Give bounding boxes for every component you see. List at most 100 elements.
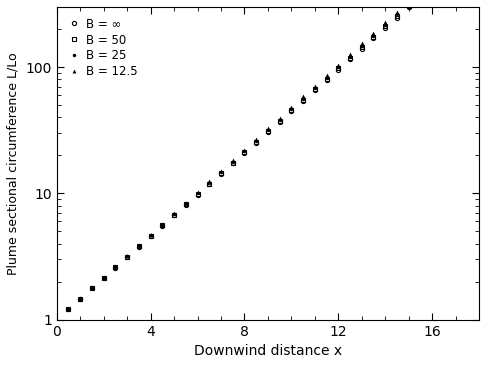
X-axis label: Downwind distance x: Downwind distance x <box>194 344 342 358</box>
B = 25 <box>277 118 282 122</box>
B = 50 <box>335 66 341 70</box>
B = 12.5 <box>124 254 130 258</box>
B = 50 <box>324 77 330 81</box>
B = 50 <box>66 307 71 311</box>
B = ∞ <box>112 265 118 270</box>
Line: B = 12.5: B = 12.5 <box>67 0 469 311</box>
B = ∞ <box>300 99 306 103</box>
B = ∞ <box>406 5 412 9</box>
B = 25 <box>112 265 118 269</box>
B = 25 <box>324 76 330 80</box>
Line: B = 25: B = 25 <box>67 0 469 311</box>
B = ∞ <box>265 130 271 134</box>
B = 12.5 <box>289 105 295 109</box>
B = 12.5 <box>265 126 271 131</box>
B = 25 <box>382 23 388 27</box>
B = 12.5 <box>207 179 212 184</box>
B = ∞ <box>370 36 376 41</box>
B = 50 <box>265 129 271 133</box>
B = ∞ <box>253 141 259 145</box>
B = ∞ <box>101 276 106 280</box>
B = 12.5 <box>242 147 247 152</box>
B = 25 <box>183 202 189 206</box>
B = 50 <box>300 97 306 102</box>
B = ∞ <box>218 172 224 176</box>
B = 50 <box>194 192 200 196</box>
B = ∞ <box>159 224 165 228</box>
B = 12.5 <box>148 233 154 237</box>
B = ∞ <box>66 307 71 311</box>
B = ∞ <box>230 161 236 166</box>
B = 25 <box>66 307 71 311</box>
Line: B = ∞: B = ∞ <box>67 0 469 311</box>
B = 12.5 <box>66 307 71 311</box>
Line: B = 50: B = 50 <box>67 0 469 311</box>
B = 50 <box>148 234 154 238</box>
B = 25 <box>253 139 259 143</box>
B = 25 <box>136 244 142 248</box>
B = 25 <box>335 65 341 69</box>
B = 50 <box>347 56 353 60</box>
B = ∞ <box>124 255 130 259</box>
B = 25 <box>89 286 95 290</box>
B = 25 <box>77 296 83 301</box>
B = 25 <box>347 54 353 59</box>
B = 50 <box>277 119 282 123</box>
B = 50 <box>359 45 364 50</box>
B = 50 <box>89 286 95 291</box>
B = 50 <box>253 139 259 144</box>
B = 50 <box>312 87 318 92</box>
B = 25 <box>265 128 271 132</box>
B = 12.5 <box>324 73 330 77</box>
B = 12.5 <box>370 31 376 35</box>
B = ∞ <box>136 245 142 249</box>
B = 25 <box>289 107 295 111</box>
B = ∞ <box>194 192 200 197</box>
B = 50 <box>218 171 224 175</box>
B = 25 <box>101 275 106 280</box>
B = 25 <box>124 254 130 259</box>
B = 50 <box>112 265 118 269</box>
B = 25 <box>159 223 165 227</box>
B = 25 <box>359 44 364 48</box>
B = 25 <box>148 233 154 238</box>
B = ∞ <box>89 286 95 291</box>
B = 50 <box>242 150 247 154</box>
B = 25 <box>194 191 200 196</box>
B = ∞ <box>324 78 330 82</box>
B = 50 <box>289 108 295 112</box>
Y-axis label: Plume sectional circumference L/Lo: Plume sectional circumference L/Lo <box>7 52 20 274</box>
B = 12.5 <box>112 264 118 269</box>
B = 12.5 <box>359 41 364 46</box>
B = 25 <box>230 160 236 164</box>
B = 12.5 <box>218 169 224 173</box>
B = 12.5 <box>101 275 106 279</box>
B = 12.5 <box>382 20 388 24</box>
B = 12.5 <box>394 9 400 14</box>
B = 12.5 <box>335 62 341 67</box>
B = 50 <box>77 296 83 301</box>
B = ∞ <box>207 182 212 187</box>
B = 50 <box>136 244 142 249</box>
B = ∞ <box>394 15 400 20</box>
B = 50 <box>183 202 189 207</box>
B = 25 <box>406 2 412 6</box>
B = 12.5 <box>312 84 318 88</box>
B = 50 <box>370 35 376 39</box>
B = 12.5 <box>230 158 236 162</box>
B = 50 <box>394 14 400 18</box>
B = 12.5 <box>277 116 282 120</box>
B = 25 <box>171 212 177 216</box>
B = 25 <box>312 86 318 90</box>
B = ∞ <box>242 151 247 155</box>
B = 12.5 <box>159 222 165 226</box>
B = ∞ <box>347 57 353 61</box>
B = 12.5 <box>136 243 142 247</box>
B = ∞ <box>77 297 83 301</box>
B = 12.5 <box>347 52 353 56</box>
B = 50 <box>230 160 236 165</box>
B = 25 <box>242 149 247 153</box>
B = 50 <box>159 223 165 228</box>
B = 50 <box>207 181 212 186</box>
B = 12.5 <box>171 211 177 215</box>
